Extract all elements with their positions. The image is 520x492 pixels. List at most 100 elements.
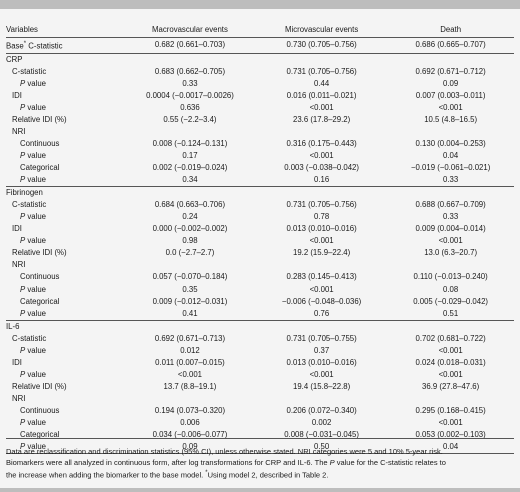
table-row: NRI xyxy=(6,126,514,138)
row-label: P value xyxy=(6,174,124,188)
macrovascular-cell: 0.008 (−0.124–0.131) xyxy=(152,138,228,148)
row-label-text: value xyxy=(25,78,47,88)
row-label: Continuous xyxy=(20,272,60,282)
row-label: P value xyxy=(6,102,124,114)
death-cell: 10.5 (4.8–16.5) xyxy=(424,114,478,124)
microvascular-cell: 0.003 (−0.038–0.042) xyxy=(284,163,359,173)
base-label-asterisk: * xyxy=(23,41,27,47)
table-row: NRI xyxy=(6,259,514,271)
table-row: P value 0.012 0.37 <0.001 xyxy=(6,345,514,357)
row-label: Relative IDI (%) xyxy=(12,381,67,391)
row-label: P value xyxy=(6,150,124,162)
table-row: IDI 0.011 (0.007–0.015) 0.013 (0.010–0.016… xyxy=(6,357,514,369)
table-row: P value 0.98 <0.001 <0.001 xyxy=(6,235,514,247)
table-row: IDI 0.000 (−0.002–0.002) 0.013 (0.010–0.01… xyxy=(6,223,514,235)
empty-cell xyxy=(256,53,387,66)
row-label: P value xyxy=(6,345,124,357)
microvascular-cell: <0.001 xyxy=(309,369,334,379)
footnote-line-3a: the increase when adding the biomarker t… xyxy=(6,470,206,480)
footnote-line-2b: value for the C-statistic relates to xyxy=(334,458,446,468)
empty-cell xyxy=(387,187,514,200)
microvascular-cell: 19.2 (15.9–22.4) xyxy=(292,248,351,258)
row-label: Relative IDI (%) xyxy=(12,248,67,258)
macrovascular-cell: <0.001 xyxy=(177,369,202,379)
macrovascular-cell: 0.034 (−0.006–0.077) xyxy=(152,430,228,440)
macrovascular-cell: 0.41 xyxy=(124,307,256,321)
death-cell xyxy=(387,259,514,271)
table-row: Categorical 0.009 (−0.012–0.031) −0.006 (−… xyxy=(6,296,514,308)
row-label: P value xyxy=(6,211,124,223)
row-label: IDI xyxy=(12,90,22,100)
empty-cell xyxy=(256,187,387,200)
table-row: Continuous 0.194 (0.073–0.320) 0.206 (0.07… xyxy=(6,405,514,417)
death-cell: 0.024 (0.018–0.031) xyxy=(415,357,486,367)
row-label: IDI xyxy=(12,224,22,234)
row-label-text: value xyxy=(25,442,47,452)
row-label-text: value xyxy=(25,212,47,222)
table-row: P value <0.001 <0.001 <0.001 xyxy=(6,369,514,381)
macrovascular-cell: 0.684 (0.663–0.706) xyxy=(154,200,226,210)
row-label: Continuous xyxy=(20,405,60,415)
microvascular-cell: 0.78 xyxy=(314,212,330,222)
row-label-text: value xyxy=(25,236,47,246)
table-row: Relative IDI (%) 0.0 (−2.7–2.7) 19.2 (15.9… xyxy=(6,247,514,259)
footnote-line-1: Data are reclassification and discrimina… xyxy=(6,447,443,456)
death-cell: 0.295 (0.168–0.415) xyxy=(415,405,486,415)
row-label-italic: P xyxy=(20,102,26,112)
microvascular-cell: <0.001 xyxy=(309,102,334,112)
death-cell: <0.001 xyxy=(438,102,463,112)
base-death: 0.686 (0.665–0.707) xyxy=(387,37,514,54)
section-header-row: IL-6 xyxy=(6,320,514,333)
empty-cell xyxy=(124,53,256,66)
death-cell: 0.09 xyxy=(443,78,459,88)
macrovascular-cell: 0.17 xyxy=(182,150,198,160)
row-label: P value xyxy=(6,417,124,429)
death-cell: 0.053 (0.002–0.103) xyxy=(415,430,486,440)
row-label-italic: P xyxy=(20,236,26,246)
footnote-line-2a: Biomarkers were all analyzed in continuo… xyxy=(6,458,330,468)
base-label-pre: Base xyxy=(6,41,24,51)
base-macro: 0.682 (0.661–0.703) xyxy=(124,37,256,54)
table-row: P value 0.636 <0.001 <0.001 xyxy=(6,102,514,114)
table-row: P value 0.09 0.50 0.04 xyxy=(6,441,514,455)
row-label-italic: P xyxy=(20,78,26,88)
row-label-italic: P xyxy=(20,442,26,452)
row-label: Categorical xyxy=(20,296,60,306)
section-title: Fibrinogen xyxy=(6,188,43,198)
row-label-italic: P xyxy=(20,150,26,160)
death-cell: 0.110 (−0.013–0.240) xyxy=(413,272,488,282)
row-label: NRI xyxy=(12,260,26,270)
microvascular-cell xyxy=(256,126,387,138)
table-row: C-statistic 0.684 (0.663–0.706) 0.731 (0.7… xyxy=(6,199,514,211)
header-variables: Variables xyxy=(6,23,124,38)
macrovascular-cell: 0.33 xyxy=(182,78,198,88)
death-cell xyxy=(387,126,514,138)
death-cell: 0.04 xyxy=(387,441,514,455)
row-label-text: value xyxy=(25,369,47,379)
row-label: C-statistic xyxy=(12,333,47,343)
row-label-text: value xyxy=(25,284,47,294)
row-label: P value xyxy=(6,235,124,247)
row-label-text: value xyxy=(25,308,47,318)
row-label-italic: P xyxy=(20,308,26,318)
macrovascular-cell: 0.057 (−0.070–0.184) xyxy=(152,272,228,282)
microvascular-cell: 0.731 (0.705–0.756) xyxy=(286,66,357,76)
macrovascular-cell: 0.683 (0.662–0.705) xyxy=(154,66,226,76)
empty-cell xyxy=(124,187,256,200)
macrovascular-cell: 0.009 (−0.012–0.031) xyxy=(152,296,228,306)
death-cell xyxy=(387,393,514,405)
death-cell: <0.001 xyxy=(438,418,463,428)
row-label-italic: P xyxy=(20,345,26,355)
row-label: C-statistic xyxy=(12,66,47,76)
microvascular-cell: 0.731 (0.705–0.756) xyxy=(286,200,357,210)
microvascular-cell: 0.013 (0.010–0.016) xyxy=(286,357,357,367)
macrovascular-cell: 0.000 (−0.002–0.002) xyxy=(152,224,228,234)
section-header-row: CRP xyxy=(6,53,514,66)
microvascular-cell: 0.008 (−0.031–0.045) xyxy=(284,430,359,440)
row-label: IDI xyxy=(12,357,22,367)
table-row: P value 0.17 <0.001 0.04 xyxy=(6,150,514,162)
row-label-italic: P xyxy=(20,418,26,428)
microvascular-cell xyxy=(256,259,387,271)
macrovascular-cell: 0.34 xyxy=(124,174,256,188)
